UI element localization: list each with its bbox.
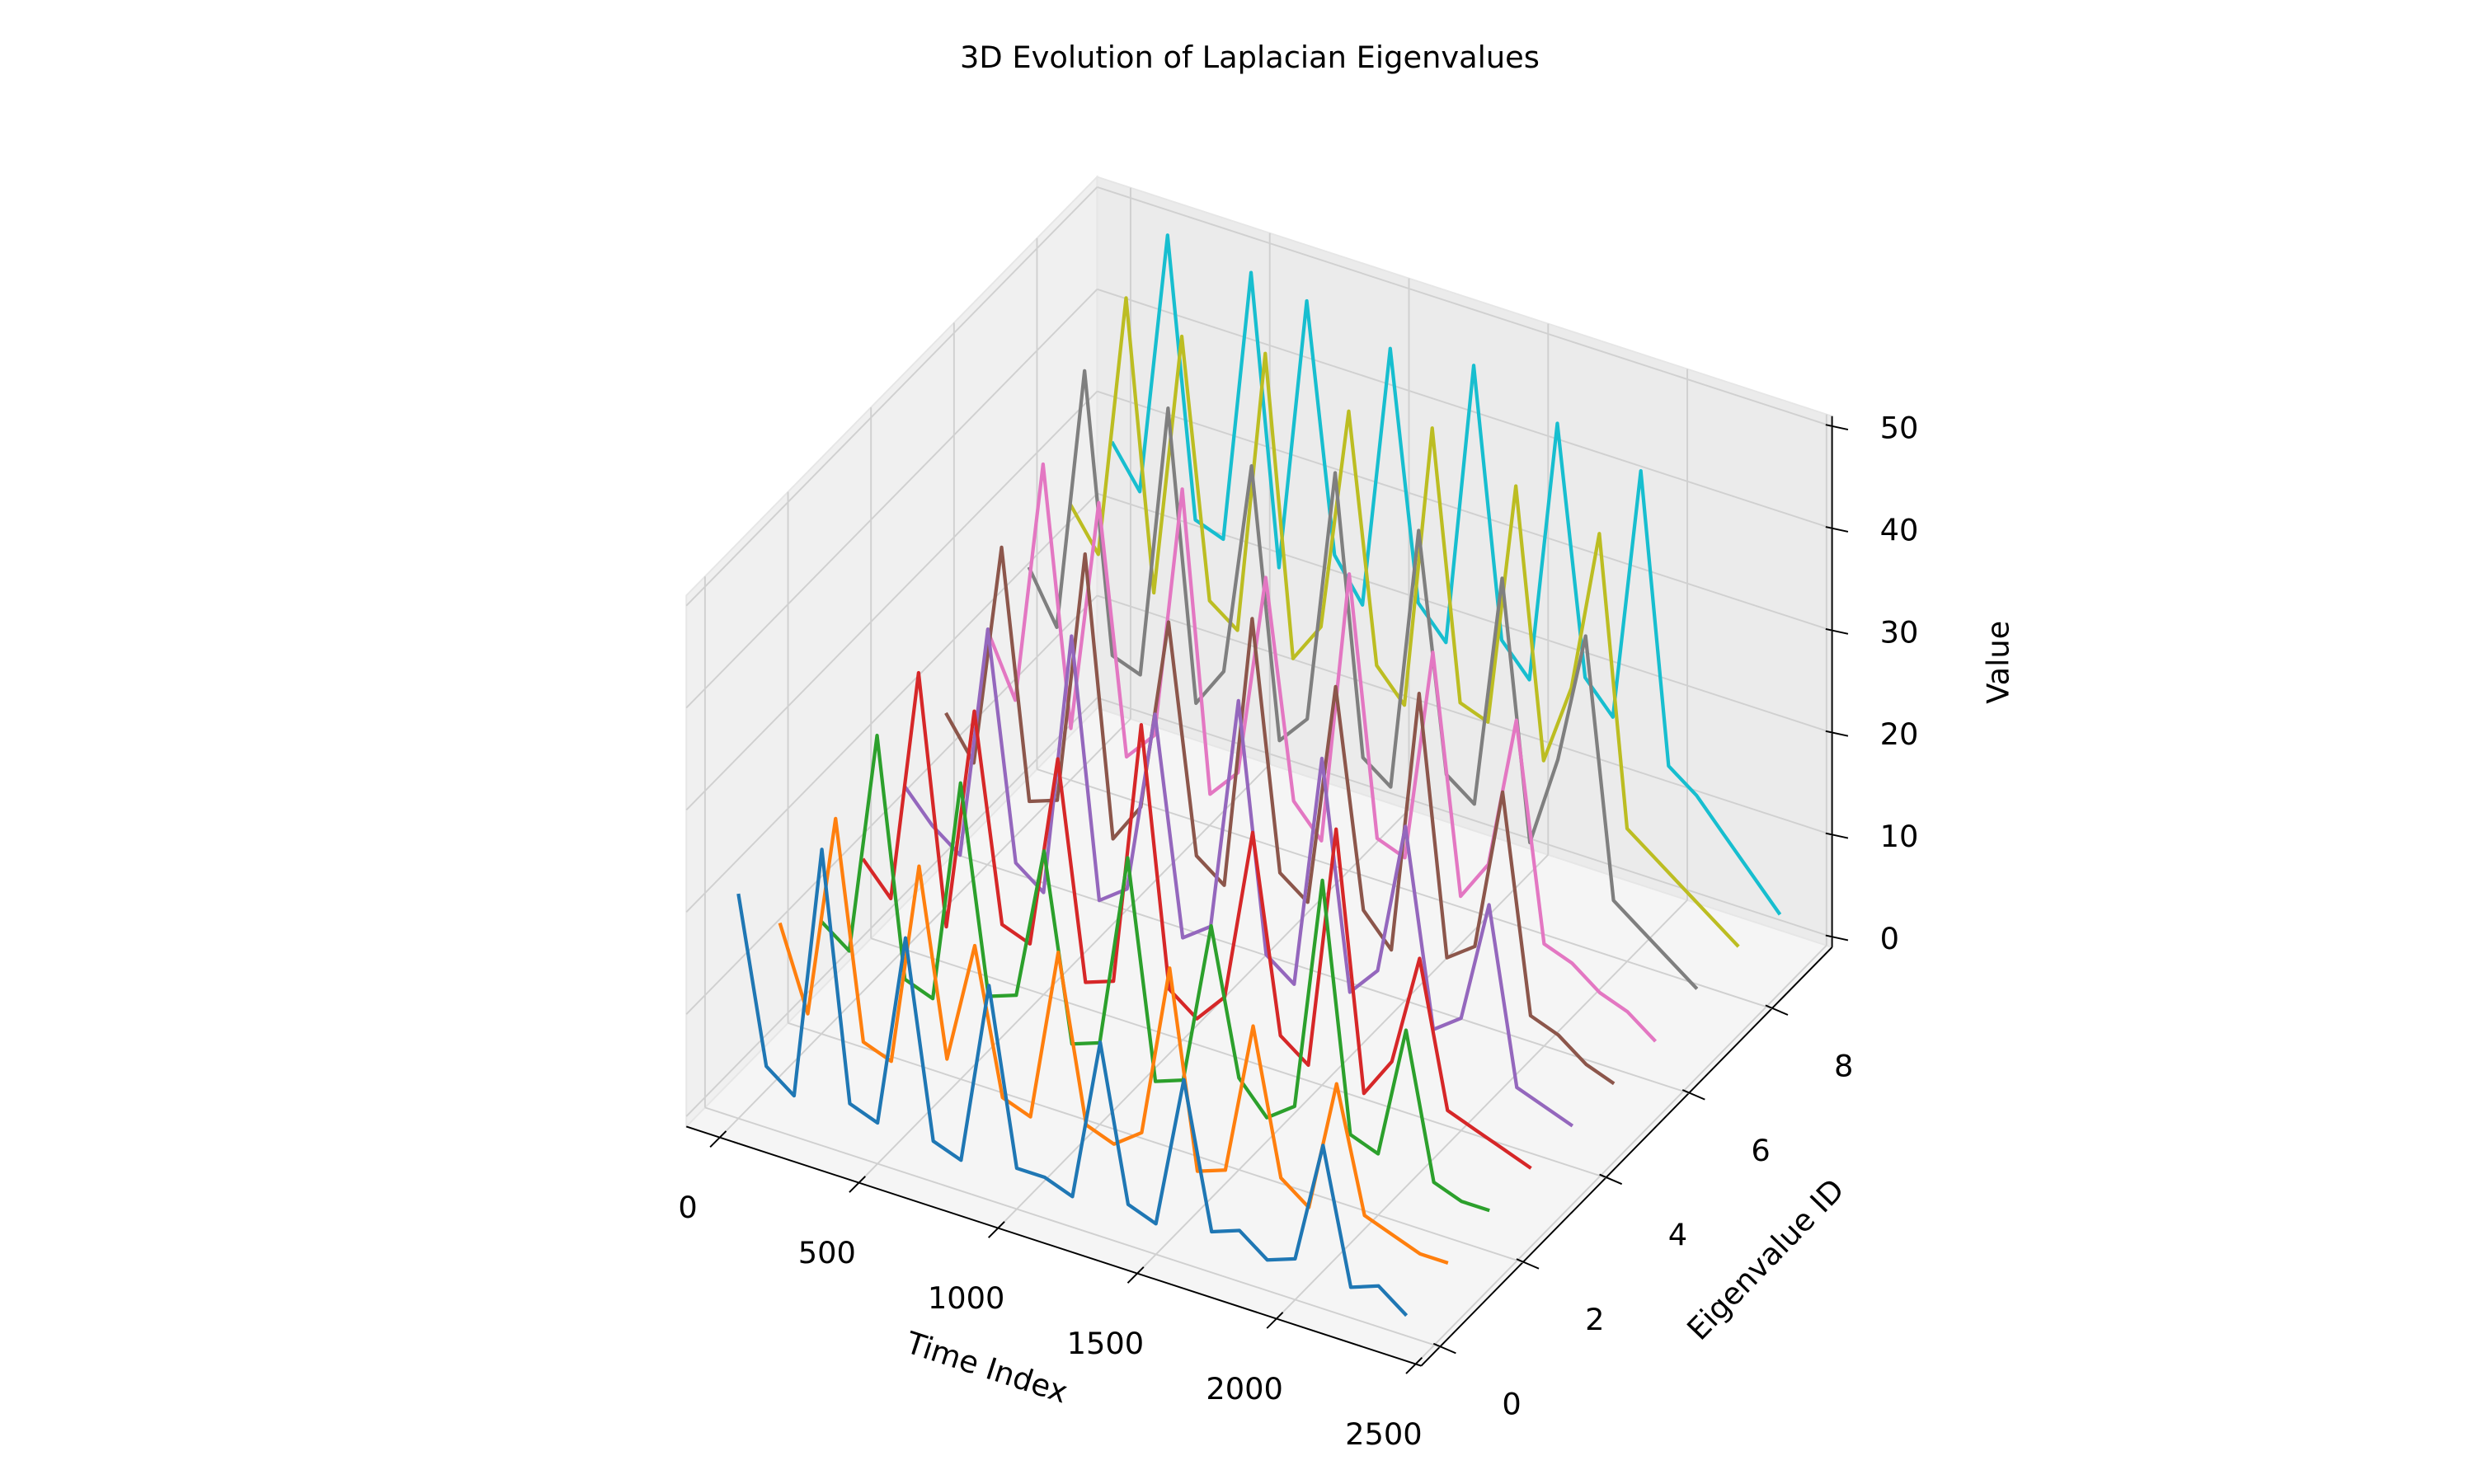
z-tick-mark: [1825, 526, 1849, 533]
grid-line: [870, 937, 1606, 1179]
grid-line: [1097, 492, 1832, 734]
y-tick-label: 4: [1668, 1218, 1687, 1253]
z-tick-label: 40: [1880, 512, 1919, 547]
grid-line: [1097, 390, 1832, 632]
series-line: [736, 848, 1409, 1317]
y-tick-label: 2: [1585, 1302, 1604, 1337]
grid-line: [685, 492, 1098, 913]
grid-line: [685, 594, 1098, 1015]
grid-line: [1097, 594, 1832, 836]
grid-line: [788, 1021, 1523, 1263]
z-tick-mark: [1825, 424, 1849, 430]
chart-title: 3D Evolution of Laplacian Eigenvalues: [960, 40, 1540, 75]
x-tick-mark: [849, 1176, 866, 1193]
series-line: [1110, 233, 1782, 916]
z-tick-label: 30: [1880, 614, 1919, 650]
grid-line: [685, 390, 1098, 811]
y-tick-label: 6: [1751, 1133, 1770, 1168]
z-tick-mark: [1825, 832, 1849, 839]
series-line: [985, 462, 1658, 1043]
y-tick-label: 8: [1834, 1048, 1853, 1083]
y-axis-label: Eigenvalue ID: [1680, 1172, 1851, 1347]
x-tick-label: 2000: [1206, 1371, 1283, 1407]
grid-line: [858, 763, 1271, 1184]
z-tick-label: 10: [1880, 819, 1919, 854]
z-tick-mark: [1825, 628, 1849, 635]
x-tick-mark: [988, 1221, 1005, 1238]
labels: 0 500 1000 1500 2000 2500 0 2 4 6 8 0 10 20 30 40 50: [678, 411, 1918, 1453]
y-axis-line: [1420, 946, 1833, 1367]
y-tick-mark: [1599, 1173, 1623, 1186]
y-tick-label: 0: [1502, 1387, 1521, 1422]
grid-line: [1097, 186, 1832, 428]
z-axis-label: Value: [1981, 621, 2016, 704]
series-line: [778, 816, 1449, 1265]
x-axis-label: Time Index: [901, 1325, 1072, 1411]
grid-line: [953, 852, 1690, 1094]
grid-line: [1097, 697, 1832, 938]
z-tick-mark: [1825, 730, 1849, 737]
x-tick-label: 1000: [928, 1280, 1005, 1316]
series-line: [902, 627, 1574, 1128]
x-tick-mark: [709, 1130, 727, 1148]
y-tick-mark: [1516, 1258, 1540, 1270]
z-tick-mark: [1825, 934, 1849, 942]
grid-line: [685, 697, 1098, 1117]
grid-line: [685, 186, 1098, 607]
x-tick-mark: [1266, 1312, 1284, 1329]
series-line: [820, 733, 1490, 1213]
z-tick-label: 20: [1880, 716, 1919, 752]
x-tick-mark: [1126, 1266, 1145, 1284]
y-tick-mark: [1765, 1004, 1789, 1016]
x-tick-label: 2500: [1345, 1416, 1423, 1452]
grid-line: [1037, 768, 1772, 1010]
y-tick-mark: [1432, 1342, 1456, 1355]
series-line: [861, 670, 1532, 1170]
grid-line: [685, 289, 1098, 709]
x-tick-label: 0: [678, 1190, 697, 1225]
x-tick-label: 1500: [1067, 1326, 1145, 1361]
x-axis-line: [685, 1125, 1422, 1367]
z-tick-label: 0: [1880, 921, 1899, 956]
grid-line: [1414, 945, 1827, 1365]
series-line: [944, 545, 1616, 1086]
grid-line: [704, 1106, 1441, 1348]
x-tick-label: 500: [798, 1235, 856, 1270]
plot-area: [736, 233, 1782, 1317]
grid-line: [1097, 288, 1832, 529]
series-line: [1027, 369, 1699, 990]
y-tick-mark: [1681, 1089, 1705, 1101]
x-tick-mark: [1405, 1357, 1423, 1374]
z-tick-label: 50: [1880, 411, 1919, 446]
series-line: [1069, 296, 1740, 948]
